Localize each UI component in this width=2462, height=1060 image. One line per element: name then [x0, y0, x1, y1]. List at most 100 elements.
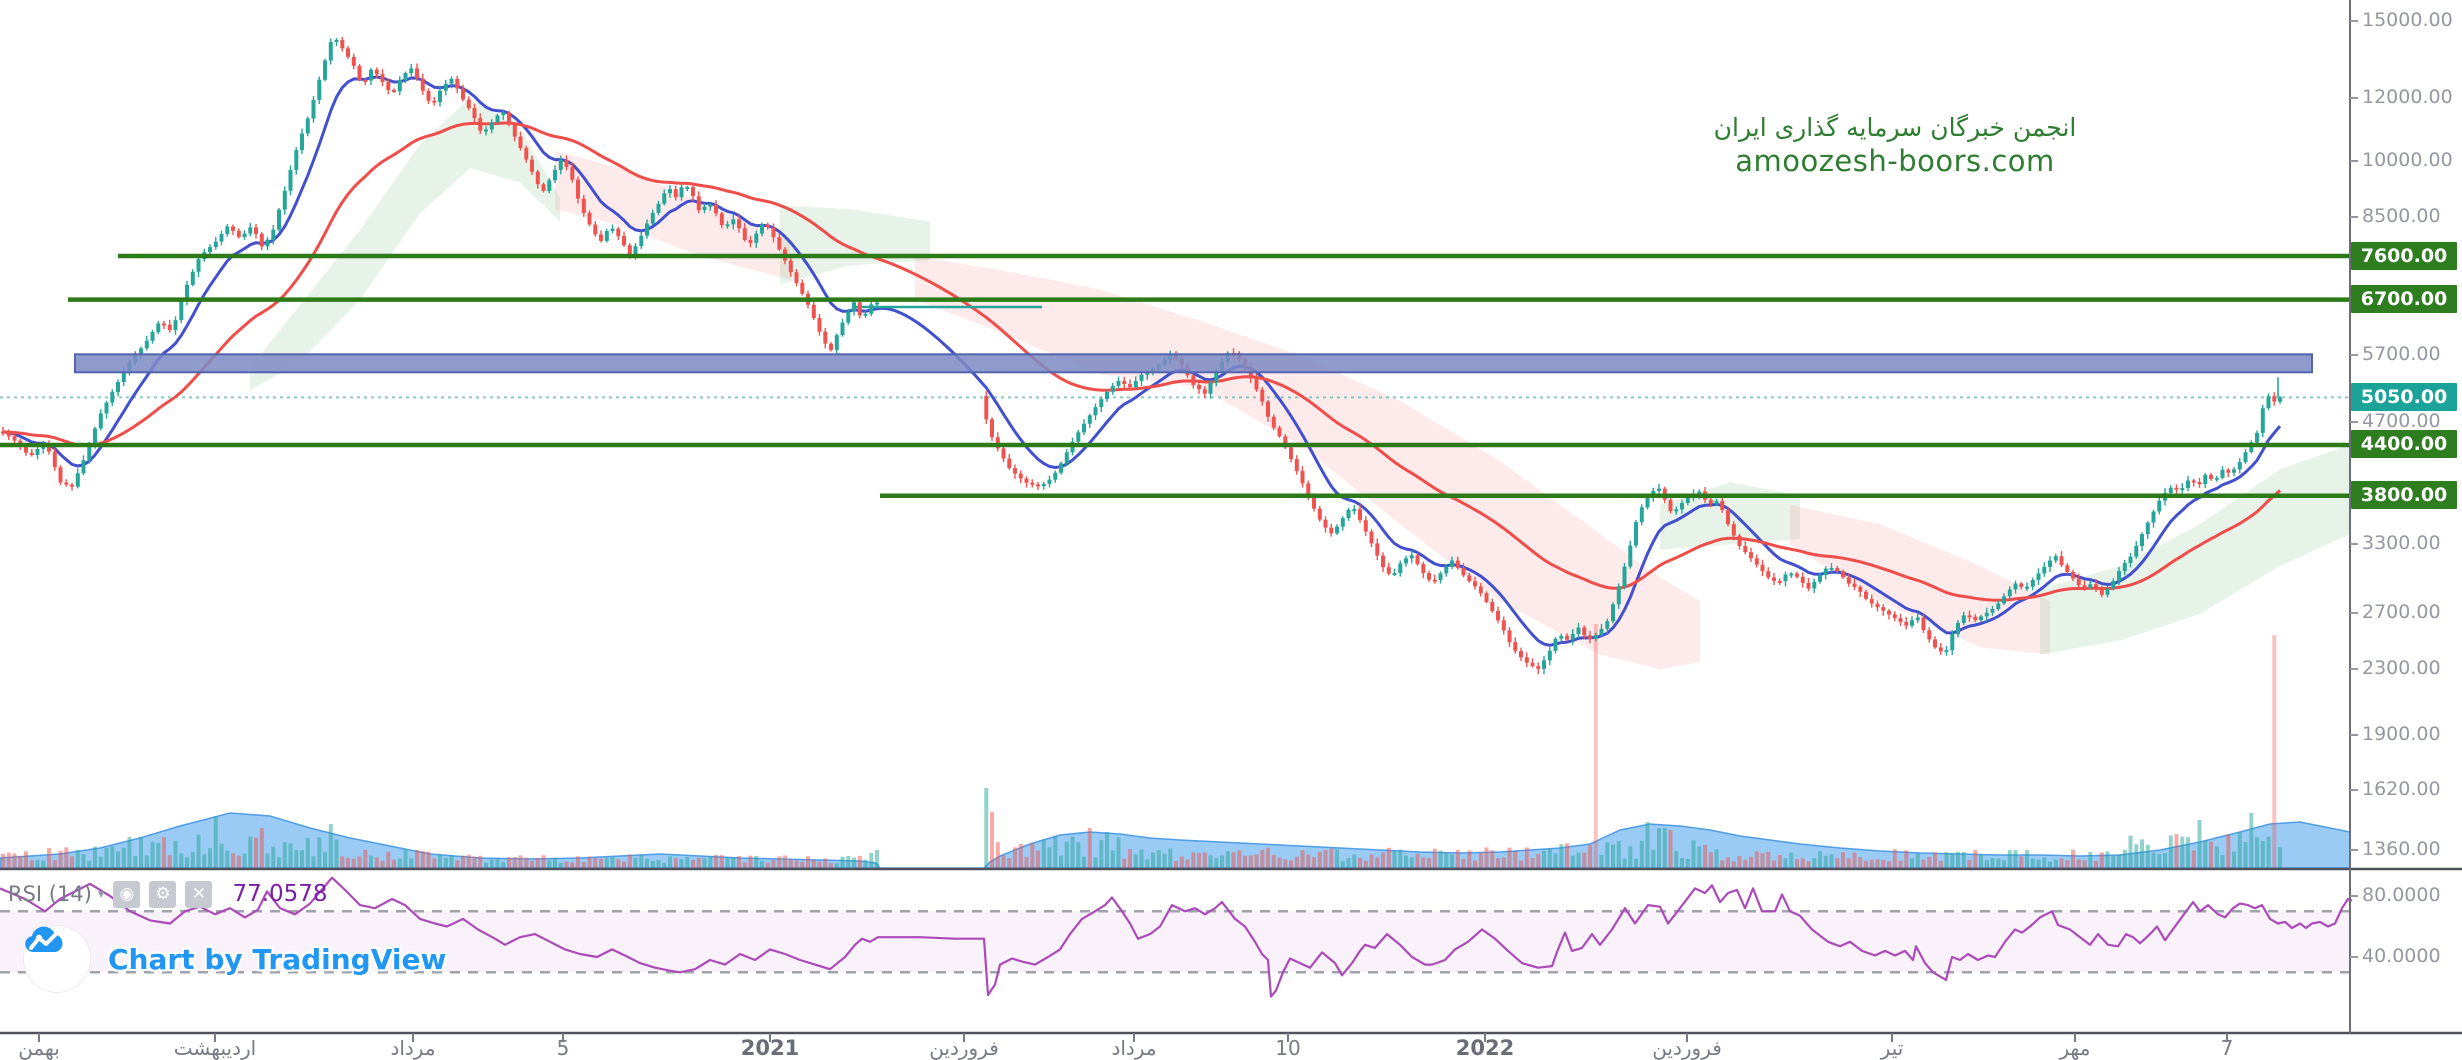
- volume-bar: [599, 858, 603, 868]
- volume-bar: [1996, 858, 2001, 868]
- price-axis-label[interactable]: 2300.00: [2362, 657, 2441, 679]
- volume-bar: [1478, 852, 1483, 868]
- price-axis-label[interactable]: 3300.00: [2362, 532, 2441, 554]
- time-axis-label[interactable]: 2022: [1455, 1036, 1515, 1060]
- candle-body: [2076, 578, 2081, 586]
- volume-bar: [2168, 835, 2173, 868]
- time-axis-label[interactable]: 7: [2220, 1036, 2234, 1060]
- candle-body: [788, 260, 793, 273]
- volume-bar: [1634, 858, 1638, 868]
- chevron-down-icon[interactable]: ▾: [97, 886, 105, 902]
- gear-icon[interactable]: ⚙: [149, 880, 177, 908]
- time-axis-label[interactable]: فروردین: [1652, 1036, 1722, 1060]
- volume-bar: [1576, 852, 1581, 868]
- price-axis-label[interactable]: 8500.00: [2362, 205, 2441, 227]
- price-axis-label[interactable]: 5700.00: [2362, 343, 2441, 365]
- candle-body: [1329, 527, 1334, 534]
- volume-bar: [300, 850, 304, 868]
- candle-body: [1800, 576, 1805, 583]
- volume-bar: [1053, 836, 1058, 868]
- candle-body: [1122, 380, 1127, 384]
- candle-body: [455, 78, 460, 89]
- volume-bar: [1312, 857, 1316, 868]
- volume-bar: [58, 850, 63, 868]
- time-axis-label[interactable]: مرداد: [390, 1036, 436, 1060]
- candle-body: [2203, 474, 2208, 485]
- candle-body: [472, 108, 477, 119]
- candle-body: [633, 246, 638, 256]
- time-axis-label[interactable]: 2021: [740, 1036, 800, 1060]
- volume-bar: [271, 846, 276, 868]
- volume-bar: [1956, 851, 1960, 868]
- volume-bar: [1168, 848, 1173, 868]
- volume-bar: [2214, 846, 2219, 868]
- rsi-axis-label[interactable]: 40.0000: [2362, 945, 2441, 967]
- volume-bar: [2105, 851, 2110, 868]
- volume-bar: [656, 860, 661, 868]
- candle-body: [1783, 574, 1788, 582]
- price-axis-label[interactable]: 10000.00: [2362, 149, 2453, 171]
- candle-body: [1254, 378, 1259, 390]
- volume-bar: [2076, 859, 2081, 868]
- time-axis-label[interactable]: بهمن: [18, 1036, 60, 1060]
- candle-body: [420, 78, 425, 91]
- time-axis-label[interactable]: 5: [556, 1036, 570, 1060]
- volume-bar: [294, 850, 299, 868]
- volume-bar: [1392, 851, 1397, 868]
- candle-body: [1530, 662, 1535, 667]
- volume-bar: [2053, 859, 2058, 868]
- volume-bar: [1409, 857, 1414, 868]
- candle-body: [208, 247, 212, 253]
- volume-bar: [363, 849, 368, 868]
- volume-bar: [47, 848, 51, 868]
- volume-bar: [1737, 856, 1742, 868]
- volume-bar: [1501, 857, 1506, 868]
- volume-bar: [1082, 856, 1086, 868]
- price-axis-label[interactable]: 2700.00: [2362, 601, 2441, 623]
- volume-bar: [1461, 859, 1466, 868]
- price-axis-label[interactable]: 1900.00: [2362, 723, 2441, 745]
- candle-body: [1933, 639, 1937, 648]
- rsi-axis-label[interactable]: 80.0000: [2362, 884, 2441, 906]
- volume-bar: [1507, 847, 1512, 868]
- volume-bar: [1202, 852, 1207, 868]
- volume-bar: [1910, 858, 1914, 868]
- eye-icon[interactable]: ◉: [113, 880, 141, 908]
- volume-bar: [449, 855, 454, 868]
- volume-bar: [581, 862, 586, 868]
- price-axis-label[interactable]: 12000.00: [2362, 86, 2453, 108]
- ichimoku-cloud: [2040, 445, 2350, 655]
- tradingview-attribution[interactable]: Chart by TradingView: [24, 926, 446, 992]
- time-axis-label[interactable]: 10: [1275, 1036, 1301, 1060]
- volume-bar: [564, 861, 569, 868]
- volume-bar: [840, 856, 845, 868]
- volume-bar: [2180, 836, 2185, 868]
- volume-bar: [1639, 840, 1644, 868]
- time-axis-label[interactable]: فروردین: [929, 1036, 999, 1060]
- price-axis-label[interactable]: 1620.00: [2362, 778, 2441, 800]
- candle-body: [1099, 399, 1104, 408]
- candle-body: [1427, 573, 1431, 580]
- volume-bar: [610, 857, 615, 868]
- volume-bar: [553, 858, 557, 868]
- close-icon[interactable]: ✕: [185, 880, 213, 908]
- candle-body: [1461, 567, 1466, 576]
- volume-bar: [1294, 856, 1299, 868]
- price-axis-label[interactable]: 4700.00: [2362, 410, 2441, 432]
- rsi-indicator-title[interactable]: RSI (14): [8, 882, 92, 906]
- price-axis-label[interactable]: 1360.00: [2362, 838, 2441, 860]
- time-axis-label[interactable]: تیر: [1880, 1036, 1904, 1060]
- candle-body: [2053, 556, 2058, 561]
- attribution-text[interactable]: Chart by TradingView: [108, 942, 447, 976]
- candle-body: [2099, 587, 2104, 595]
- time-axis-label[interactable]: مهر: [2059, 1036, 2091, 1060]
- time-axis-label[interactable]: مرداد: [1111, 1036, 1157, 1060]
- tradingview-logo[interactable]: [24, 926, 90, 992]
- price-axis-label[interactable]: 15000.00: [2362, 9, 2453, 31]
- volume-bar: [1513, 851, 1518, 868]
- time-axis-label[interactable]: اردیبهشت: [173, 1036, 257, 1060]
- volume-bar: [167, 855, 172, 868]
- tradingview-cloud-icon: [25, 926, 63, 952]
- candle-body: [2042, 566, 2047, 574]
